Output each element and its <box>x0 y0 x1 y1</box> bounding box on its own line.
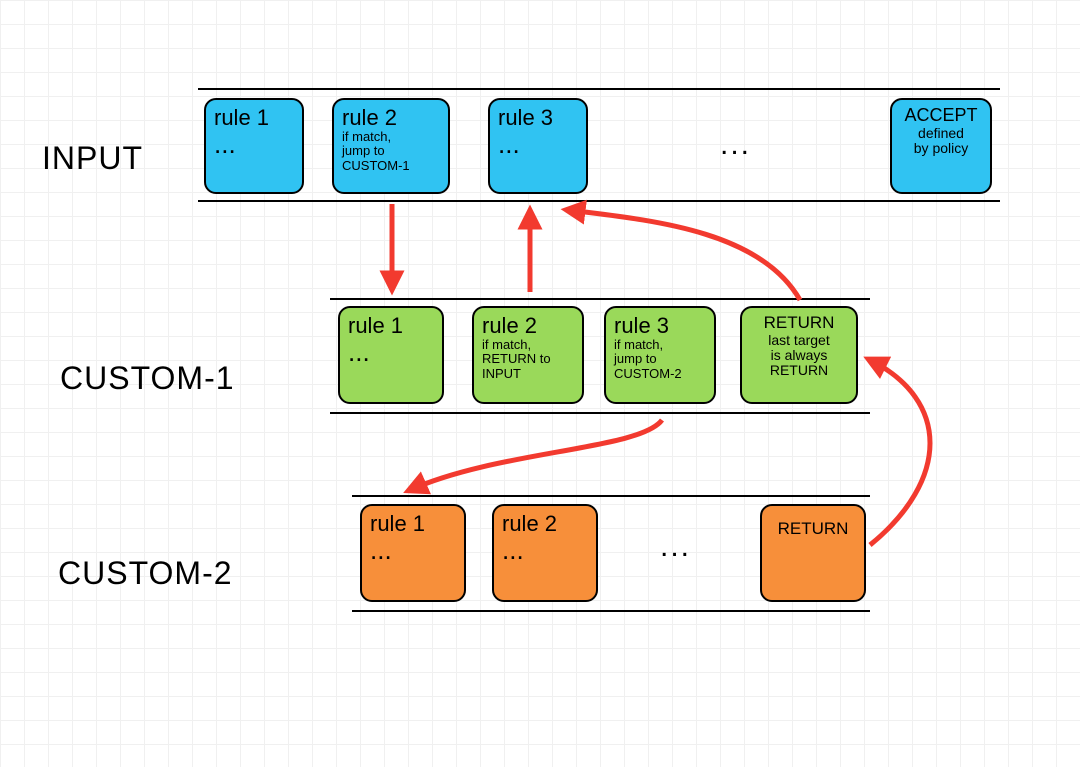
box-title: rule 1 <box>214 106 294 130</box>
custom2-return: RETURN <box>760 504 866 602</box>
box-title: rule 2 <box>342 106 440 130</box>
box-sub: defined by policy <box>900 126 982 157</box>
box-sub: if match, jump to CUSTOM-2 <box>614 338 706 381</box>
custom1-rule-1: rule 1 ... <box>338 306 444 404</box>
custom1-line-top <box>330 298 870 300</box>
box-title: rule 2 <box>502 512 588 536</box>
custom1-rule-2: rule 2 if match, RETURN to INPUT <box>472 306 584 404</box>
box-title: rule 1 <box>370 512 456 536</box>
box-sub: last target is always RETURN <box>750 333 848 379</box>
input-line-bot <box>198 200 1000 202</box>
box-title: rule 3 <box>614 314 706 338</box>
custom2-line-top <box>352 495 870 497</box>
custom2-line-bot <box>352 610 870 612</box>
box-sub: ... <box>214 130 294 159</box>
chain-label-custom2: CUSTOM-2 <box>58 555 233 592</box>
box-title: rule 1 <box>348 314 434 338</box>
arrow-custom2-return-to-custom1 <box>870 360 930 545</box>
custom2-rule-2: rule 2 ... <box>492 504 598 602</box>
box-sub: ... <box>502 536 588 565</box>
custom1-rule-3: rule 3 if match, jump to CUSTOM-2 <box>604 306 716 404</box>
arrow-custom1-return-to-input <box>568 210 800 300</box>
box-sub: if match, jump to CUSTOM-1 <box>342 130 440 173</box>
box-title: ACCEPT <box>900 106 982 126</box>
input-rule-3: rule 3 ... <box>488 98 588 194</box>
box-title: rule 3 <box>498 106 578 130</box>
input-line-top <box>198 88 1000 90</box>
input-rule-1: rule 1 ... <box>204 98 304 194</box>
box-title: rule 2 <box>482 314 574 338</box>
custom1-line-bot <box>330 412 870 414</box>
custom1-return: RETURN last target is always RETURN <box>740 306 858 404</box>
box-sub: if match, RETURN to INPUT <box>482 338 574 381</box>
box-sub: ... <box>498 130 578 159</box>
input-rule-2: rule 2 if match, jump to CUSTOM-1 <box>332 98 450 194</box>
arrow-custom1-r3-to-custom2 <box>410 420 662 490</box>
ellipsis-custom2: ... <box>660 530 691 564</box>
input-accept: ACCEPT defined by policy <box>890 98 992 194</box>
box-title: RETURN <box>770 520 856 539</box>
box-sub: ... <box>370 536 456 565</box>
chain-label-custom1: CUSTOM-1 <box>60 360 235 397</box>
box-title: RETURN <box>750 314 848 333</box>
box-sub: ... <box>348 338 434 367</box>
chain-label-input: INPUT <box>42 140 143 177</box>
ellipsis-input: ... <box>720 128 751 162</box>
custom2-rule-1: rule 1 ... <box>360 504 466 602</box>
